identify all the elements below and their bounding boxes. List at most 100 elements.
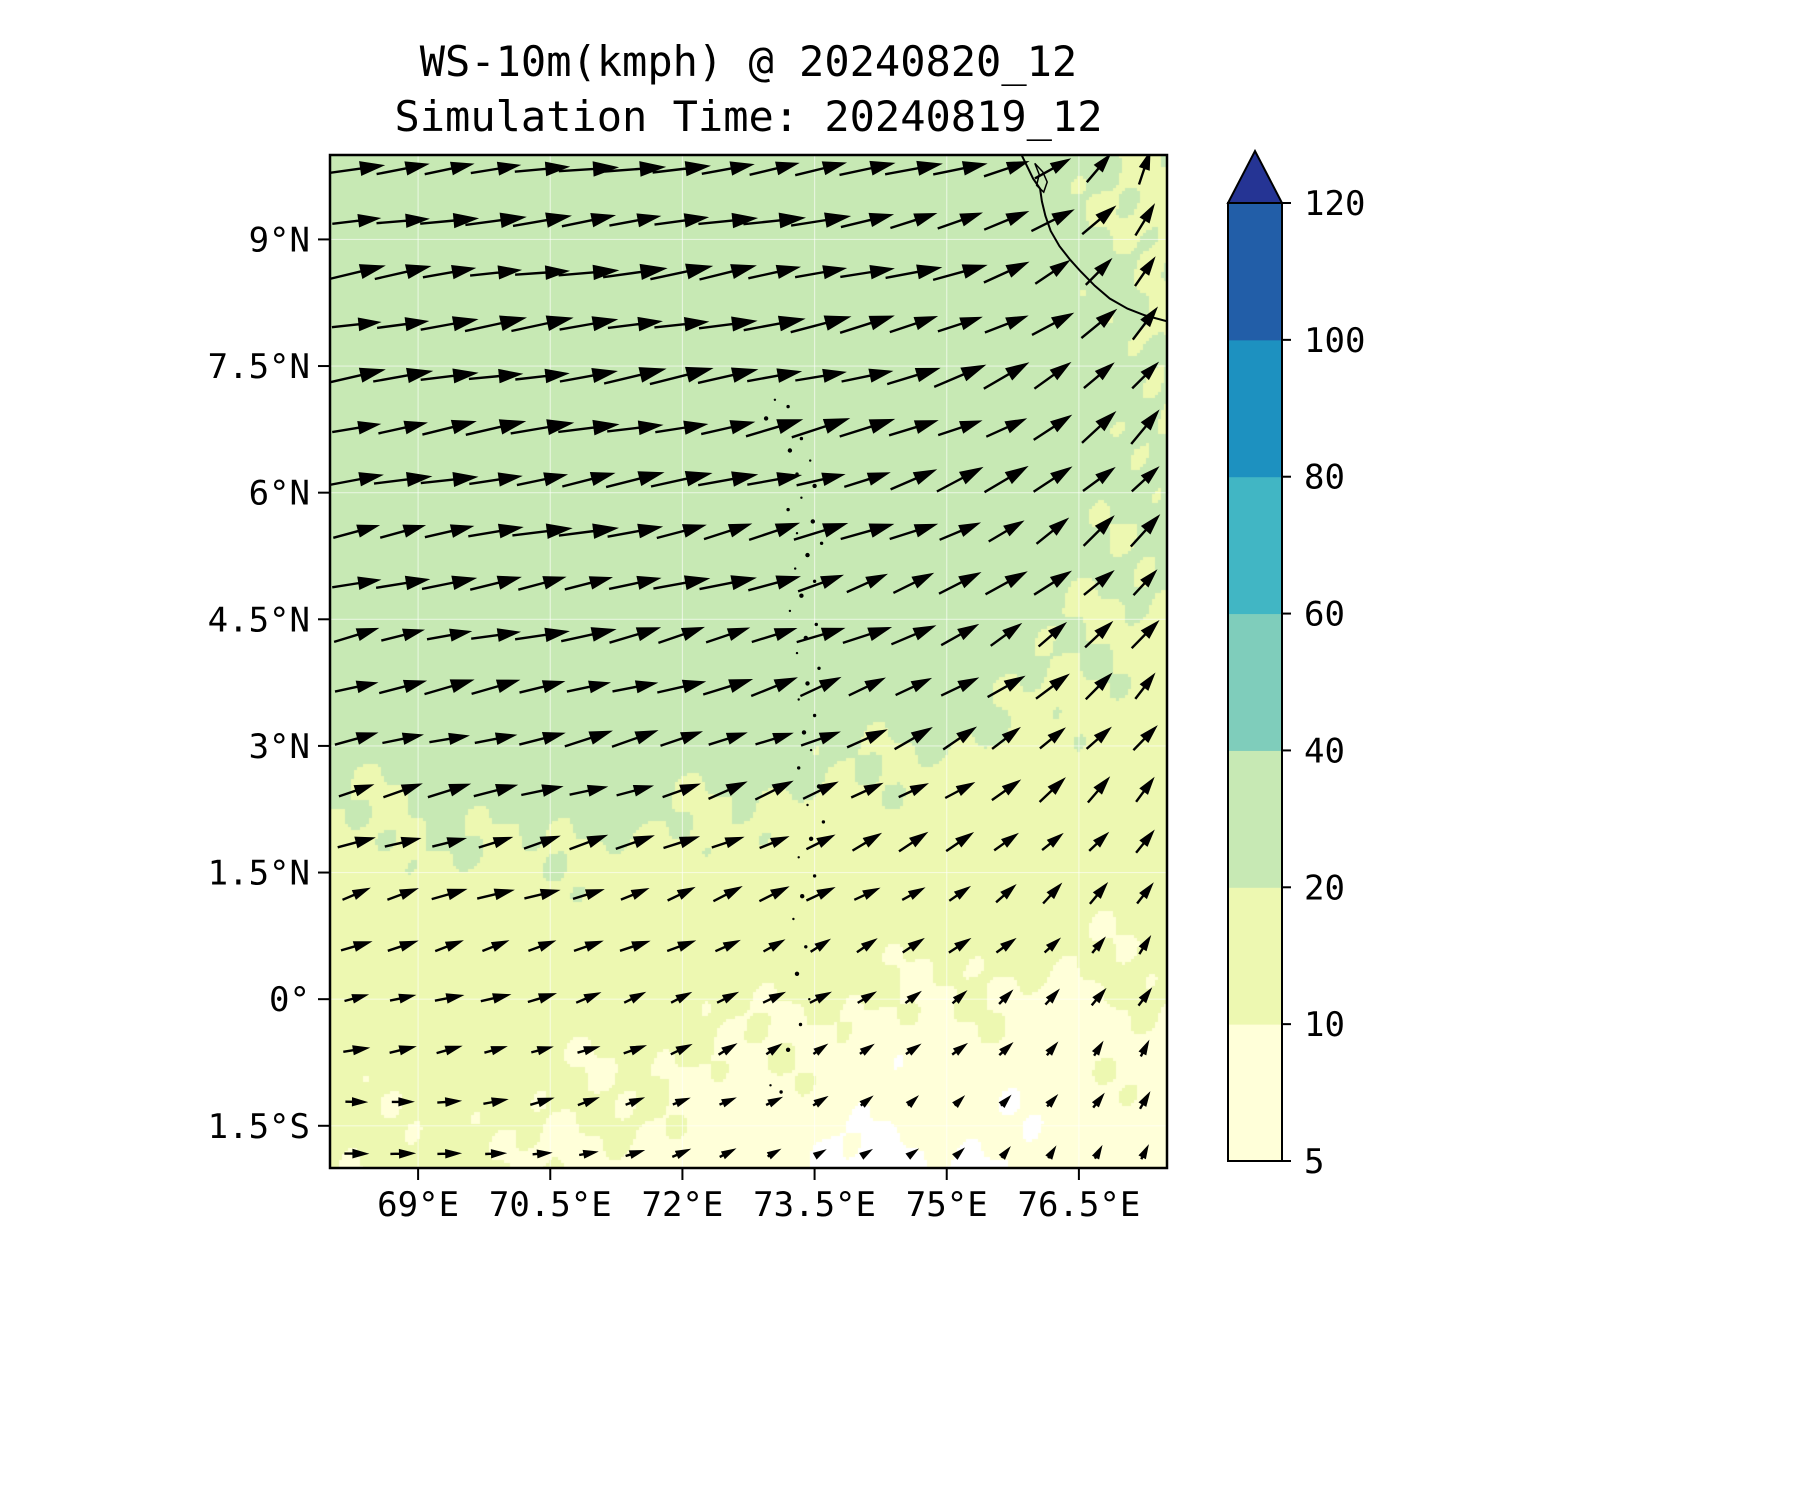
x-tick-label: 76.5°E: [1017, 1185, 1140, 1225]
colorbar-tick-label: 60: [1304, 595, 1345, 635]
wind-arrow: [839, 418, 896, 438]
coastline-path: [1020, 155, 1167, 323]
wind-arrow: [719, 1148, 737, 1160]
island-dot: [769, 1084, 772, 1087]
wind-arrow: [1135, 829, 1155, 854]
wind-arrow: [856, 938, 878, 954]
plot-border: [328, 153, 1169, 1170]
wind-arrow: [983, 362, 1030, 390]
wind-arrow: [989, 622, 1023, 647]
wind-arrow: [514, 161, 571, 177]
wind-arrow: [885, 264, 943, 280]
wind-arrow: [1138, 1091, 1151, 1110]
wind-arrow: [420, 316, 479, 332]
wind-arrow: [612, 680, 659, 694]
colorbar-segment: [1228, 750, 1282, 888]
wind-arrow: [476, 888, 515, 901]
island-dot: [801, 730, 807, 735]
wind-arrow: [372, 367, 434, 384]
island-dot: [805, 552, 810, 558]
wind-arrow: [1130, 466, 1160, 493]
wind-arrow: [940, 677, 980, 697]
wind-arrow: [662, 783, 701, 799]
gridlines: [330, 155, 1167, 1168]
wind-arrow: [577, 1046, 601, 1056]
island-dot: [808, 836, 814, 841]
island-dot: [812, 483, 817, 489]
wind-arrow: [794, 265, 848, 280]
wind-arrow: [940, 623, 980, 647]
island-dot: [797, 856, 800, 859]
wind-arrow: [436, 1045, 463, 1056]
wind-arrow: [998, 1146, 1011, 1160]
wind-arrow: [1084, 257, 1113, 286]
wind-arrow: [936, 466, 984, 493]
wind-arrow: [1042, 882, 1063, 905]
island-dot: [799, 436, 804, 441]
wind-arrow: [384, 836, 422, 849]
island-dot: [819, 541, 824, 545]
wind-arrow: [905, 1095, 920, 1108]
wind-arrow: [1136, 882, 1154, 905]
wind-arrow: [893, 727, 933, 751]
wind-arrow: [1137, 155, 1151, 185]
wind-arrow: [1083, 570, 1115, 596]
island-dot: [812, 713, 817, 718]
wind-arrow: [714, 939, 741, 953]
y-tick-label: 9°N: [249, 220, 310, 260]
wind-arrow: [468, 523, 524, 539]
wind-arrow: [932, 264, 988, 282]
wind-arrow: [993, 832, 1019, 852]
wind-arrow: [905, 1148, 920, 1160]
wind-arrow: [933, 364, 987, 389]
wind-arrow: [519, 731, 566, 746]
wind-arrow: [1137, 987, 1153, 1007]
wind-arrow: [762, 991, 787, 1004]
island-dot: [809, 748, 813, 752]
wind-arrow: [939, 522, 982, 541]
wind-arrow: [334, 680, 379, 694]
wind-arrow: [697, 471, 759, 487]
wind-arrow: [809, 991, 832, 1004]
x-tick-label: 73.5°E: [753, 1185, 876, 1225]
wind-arrow: [857, 991, 878, 1004]
wind-arrow: [575, 992, 602, 1004]
wind-arrow: [755, 732, 794, 746]
wind-arrow: [812, 1149, 827, 1160]
wind-arrow: [942, 726, 978, 751]
wind-arrow: [895, 677, 933, 697]
wind-arrow: [607, 420, 664, 436]
wind-arrow: [1134, 256, 1156, 287]
wind-arrow: [469, 472, 523, 487]
y-tick-label: 0°: [269, 980, 310, 1020]
wind-arrow: [859, 1148, 874, 1160]
wind-arrow: [711, 836, 745, 849]
wind-arrow: [654, 317, 710, 332]
wind-arrow: [748, 264, 802, 280]
wind-arrow: [843, 472, 891, 489]
wind-arrow: [699, 575, 757, 591]
wind-arrow: [1082, 466, 1116, 492]
colorbar-segment: [1228, 1024, 1282, 1162]
wind-arrow: [797, 574, 845, 593]
wind-arrow: [840, 523, 895, 541]
wind-arrow: [523, 835, 561, 850]
wind-arrow: [759, 836, 790, 850]
wind-arrow: [332, 576, 382, 590]
wind-arrow: [1086, 776, 1111, 804]
wind-arrow: [1084, 620, 1114, 649]
wind-arrow: [902, 937, 925, 954]
wind-arrow: [886, 367, 941, 386]
colorbar-tick-label: 5: [1304, 1142, 1324, 1182]
wind-arrow: [796, 472, 846, 487]
colorbar-tick-label: 20: [1304, 868, 1345, 908]
wind-arrow: [434, 993, 465, 1004]
island-dot: [810, 519, 815, 524]
wind-arrow: [995, 937, 1017, 954]
wind-arrow: [378, 420, 428, 435]
wind-arrow: [431, 888, 468, 901]
wind-arrow: [510, 419, 575, 436]
wind-arrow: [530, 1046, 554, 1056]
wind-arrow: [1035, 673, 1070, 700]
